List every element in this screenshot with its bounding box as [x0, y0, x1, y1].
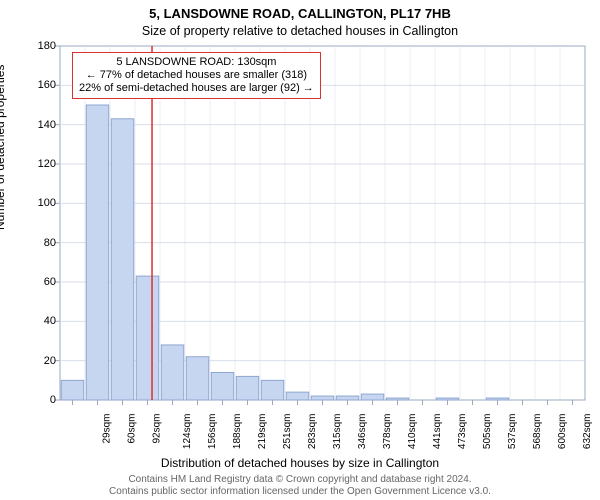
y-tick-label: 0: [50, 394, 56, 406]
credits-line-1: Contains HM Land Registry data © Crown c…: [0, 474, 600, 486]
x-tick-label: 632sqm: [582, 414, 593, 450]
x-tick-label: 188sqm: [232, 414, 243, 450]
x-tick-label: 92sqm: [151, 414, 162, 444]
y-tick-label: 160: [38, 79, 56, 91]
y-tick-label: 40: [44, 315, 56, 327]
y-tick-label: 120: [38, 158, 56, 170]
y-tick-label: 180: [38, 40, 56, 52]
y-tick-label: 60: [44, 276, 56, 288]
x-tick-label: 568sqm: [532, 414, 543, 450]
callout-line-3: 22% of semi-detached houses are larger (…: [79, 82, 314, 95]
x-tick-label: 283sqm: [307, 414, 318, 450]
x-tick-label: 473sqm: [457, 414, 468, 450]
x-tick-label: 600sqm: [557, 414, 568, 450]
y-tick-label: 100: [38, 197, 56, 209]
x-tick-label: 537sqm: [507, 414, 518, 450]
x-tick-label: 346sqm: [357, 414, 368, 450]
x-tick-label: 441sqm: [432, 414, 443, 450]
x-tick-label: 410sqm: [407, 414, 418, 450]
x-tick-label: 156sqm: [207, 414, 218, 450]
x-tick-label: 219sqm: [257, 414, 268, 450]
y-tick-label: 140: [38, 119, 56, 131]
x-tick-label: 505sqm: [482, 414, 493, 450]
x-tick-label: 315sqm: [332, 414, 343, 450]
marker-callout: 5 LANSDOWNE ROAD: 130sqm ← 77% of detach…: [72, 52, 321, 99]
x-tick-label: 251sqm: [282, 414, 293, 450]
x-tick-label: 29sqm: [101, 414, 112, 444]
callout-line-1: 5 LANSDOWNE ROAD: 130sqm: [79, 56, 314, 69]
credits-line-2: Contains public sector information licen…: [0, 486, 600, 498]
x-tick-label: 124sqm: [182, 414, 193, 450]
x-tick-label: 60sqm: [126, 414, 137, 444]
chart-stage: 5, LANSDOWNE ROAD, CALLINGTON, PL17 7HB …: [0, 0, 600, 500]
x-tick-label: 378sqm: [382, 414, 393, 450]
callout-line-2: ← 77% of detached houses are smaller (31…: [79, 69, 314, 82]
credits: Contains HM Land Registry data © Crown c…: [0, 474, 600, 498]
y-tick-label: 80: [44, 237, 56, 249]
y-tick-label: 20: [44, 355, 56, 367]
